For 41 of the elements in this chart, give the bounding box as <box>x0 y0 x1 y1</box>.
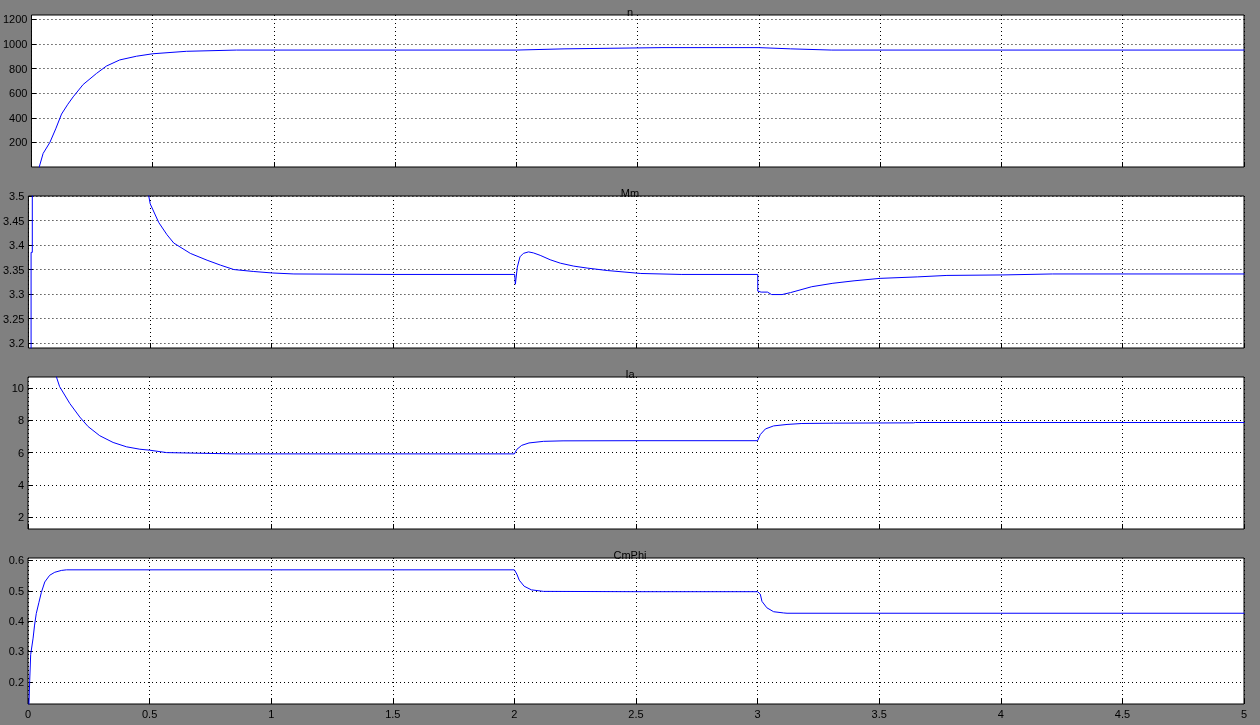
chart-title: Ia <box>625 367 636 380</box>
y-tick-label: 6 <box>17 446 24 459</box>
y-tick-label: 10 <box>11 382 24 395</box>
y-tick-label: 0.3 <box>8 645 24 658</box>
y-tick-label: 1000 <box>2 37 28 50</box>
line-series <box>38 47 1245 168</box>
y-tick-label: 8 <box>17 414 24 427</box>
y-tick-label: 3.25 <box>2 312 25 325</box>
y-tick-label: 3.2 <box>9 337 25 350</box>
y-tick-label: 200 <box>9 136 28 149</box>
y-tick-label: 800 <box>9 62 28 75</box>
y-tick-label: 2 <box>17 510 24 523</box>
line-series <box>55 376 1245 455</box>
chart-title: n <box>626 5 634 18</box>
x-tick-label: 2 <box>511 707 518 720</box>
y-tick-label: 0.2 <box>8 675 24 688</box>
x-tick-label: 4 <box>997 707 1004 720</box>
chart-title: CmPhi <box>613 548 647 561</box>
y-tick-label: 600 <box>9 87 28 100</box>
x-tick-label: 1.5 <box>385 707 401 720</box>
x-tick-label: 3.5 <box>871 707 887 720</box>
y-tick-label: 3.3 <box>9 288 25 301</box>
y-tick-label: 0.4 <box>8 615 24 628</box>
line-series <box>28 569 1245 705</box>
y-tick-label: 1200 <box>2 13 28 26</box>
x-tick-label: 0 <box>24 707 32 720</box>
y-tick-label: 400 <box>9 111 28 124</box>
x-tick-label: 1 <box>268 707 275 720</box>
x-tick-label: 3 <box>754 707 761 720</box>
y-tick-label: 3.35 <box>2 263 25 276</box>
x-tick-label: 2.5 <box>628 707 644 720</box>
y-tick-label: 3.45 <box>2 214 25 227</box>
y-tick-label: 3.4 <box>9 239 25 252</box>
x-tick-label: 0.5 <box>141 707 158 720</box>
x-tick-label: 5 <box>1240 707 1248 720</box>
y-tick-label: 0.5 <box>8 584 24 597</box>
y-tick-label: 3.5 <box>9 190 25 202</box>
y-tick-label: 0.6 <box>8 554 24 567</box>
chart-title: Mm <box>620 186 640 199</box>
y-tick-label: 4 <box>17 478 24 491</box>
x-tick-label: 4.5 <box>1114 707 1131 720</box>
